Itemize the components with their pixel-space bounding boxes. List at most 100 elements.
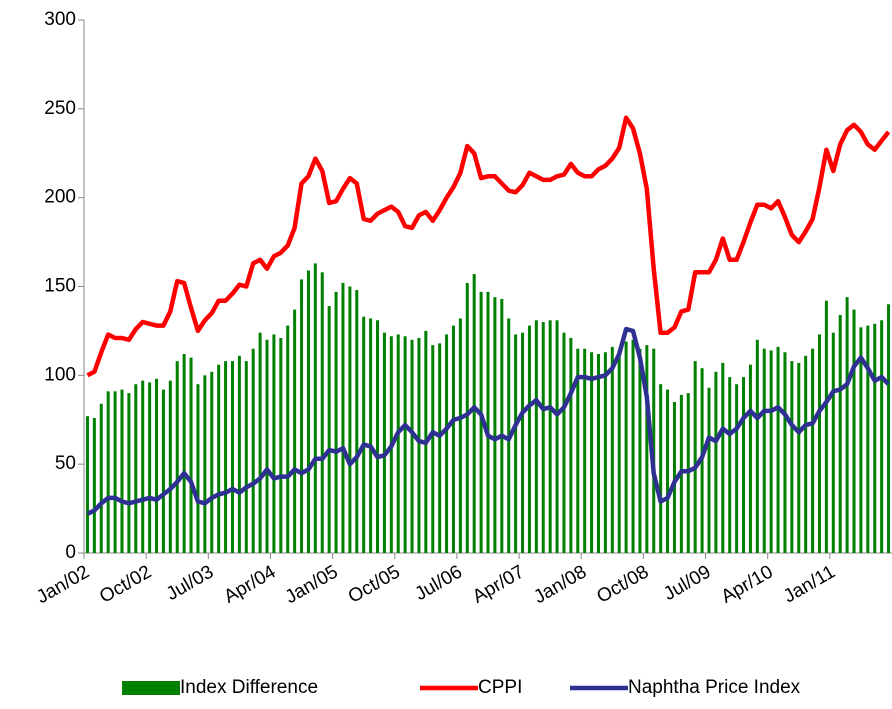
bar xyxy=(610,346,614,553)
legend-label: Naphtha Price Index xyxy=(628,677,801,698)
bar xyxy=(237,355,241,553)
bar xyxy=(583,348,587,553)
bar xyxy=(431,345,435,553)
bar xyxy=(458,318,462,553)
bar xyxy=(175,361,179,553)
x-tick-label: Apr/10 xyxy=(718,561,777,607)
bar xyxy=(217,364,221,553)
bar xyxy=(838,314,842,553)
bar xyxy=(99,403,103,553)
bar xyxy=(196,384,200,553)
bar xyxy=(880,320,884,553)
bar xyxy=(410,339,414,553)
y-tick-label: 150 xyxy=(44,276,76,297)
bar xyxy=(210,371,214,553)
x-tick-label: Jan/02 xyxy=(33,561,93,608)
bar xyxy=(493,297,497,553)
bar xyxy=(866,325,870,553)
x-tick-label: Jan/05 xyxy=(282,561,342,608)
bar xyxy=(659,384,663,553)
bar xyxy=(417,338,421,553)
bar xyxy=(445,334,449,553)
y-tick-label: 200 xyxy=(44,187,76,208)
bar xyxy=(272,334,276,553)
bar xyxy=(555,320,559,553)
bar xyxy=(569,338,573,553)
bar xyxy=(355,290,359,553)
bar xyxy=(721,362,725,553)
x-tick-label: Apr/04 xyxy=(220,561,279,607)
bar xyxy=(817,334,821,553)
bar xyxy=(548,320,552,553)
y-tick-label: 250 xyxy=(44,98,76,119)
bar xyxy=(693,361,697,553)
bar xyxy=(500,298,504,553)
bar xyxy=(824,300,828,553)
bar xyxy=(182,354,186,553)
bar xyxy=(514,334,518,553)
bar xyxy=(286,325,290,553)
bar xyxy=(645,345,649,553)
bar xyxy=(852,309,856,553)
bar xyxy=(748,364,752,553)
x-tick-label: Oct/08 xyxy=(593,561,652,607)
bar xyxy=(811,348,815,553)
y-tick-label: 50 xyxy=(55,453,76,474)
bar xyxy=(479,291,483,553)
bar xyxy=(451,325,455,553)
bar xyxy=(527,325,531,553)
bar xyxy=(728,377,732,553)
bar xyxy=(265,339,269,553)
bar xyxy=(438,343,442,553)
bar xyxy=(376,320,380,553)
bar xyxy=(735,384,739,553)
bar xyxy=(334,291,338,553)
bar xyxy=(541,322,545,553)
bar xyxy=(596,354,600,553)
bar xyxy=(762,348,766,553)
x-tick-label: Jan/08 xyxy=(530,561,590,608)
bar xyxy=(189,357,193,553)
bar xyxy=(403,336,407,553)
bar xyxy=(85,416,89,553)
bar xyxy=(382,332,386,553)
y-tick-label: 300 xyxy=(44,9,76,30)
bar xyxy=(638,348,642,553)
bar xyxy=(224,361,228,553)
legend-swatch xyxy=(122,681,180,695)
bar xyxy=(348,286,352,553)
x-tick-label: Apr/07 xyxy=(469,561,528,607)
bar xyxy=(534,320,538,553)
bar xyxy=(92,417,96,553)
bar xyxy=(666,389,670,553)
bar xyxy=(790,361,794,553)
bar xyxy=(134,384,138,553)
bar xyxy=(776,346,780,553)
bar xyxy=(603,352,607,553)
bar xyxy=(327,306,331,553)
bar xyxy=(804,355,808,553)
bar xyxy=(369,318,373,553)
x-tick-label: Jul/09 xyxy=(660,561,714,605)
x-tick-label: Jul/03 xyxy=(163,561,217,605)
bar xyxy=(617,350,621,553)
legend-label: CPPI xyxy=(478,677,522,698)
bar xyxy=(113,391,117,553)
bar xyxy=(306,270,310,553)
x-tick-label: Jul/06 xyxy=(412,561,466,605)
bar xyxy=(845,297,849,553)
bar xyxy=(562,332,566,553)
bar xyxy=(714,371,718,553)
bar xyxy=(797,362,801,553)
bar xyxy=(472,274,476,553)
bar xyxy=(362,316,366,553)
bar xyxy=(672,401,676,553)
bar xyxy=(631,339,635,553)
bar xyxy=(486,291,490,553)
bar xyxy=(120,389,124,553)
x-tick-label: Oct/05 xyxy=(345,561,404,607)
bar xyxy=(300,279,304,553)
line xyxy=(86,115,891,378)
bar xyxy=(203,375,207,553)
